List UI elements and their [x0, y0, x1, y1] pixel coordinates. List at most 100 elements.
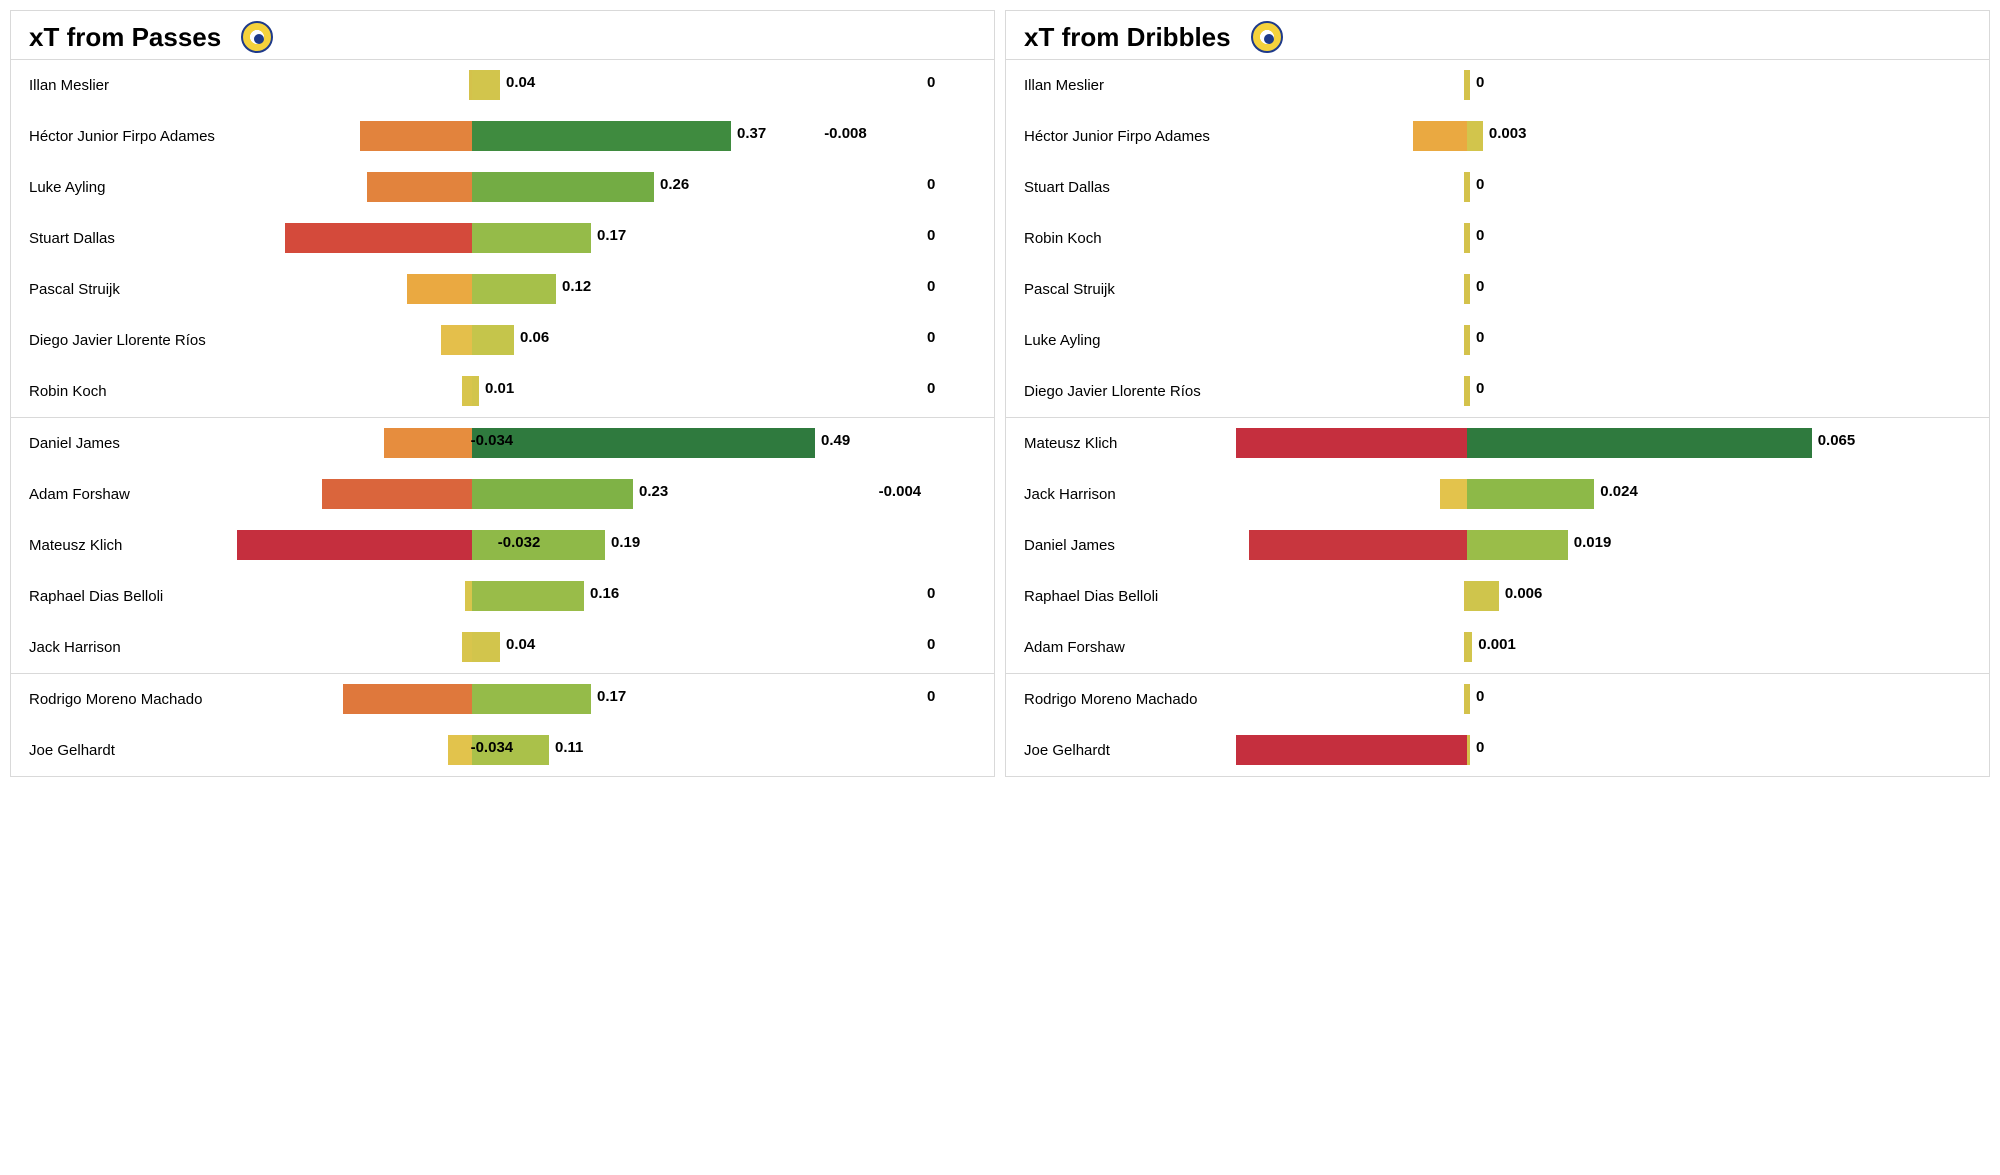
- player-row: Luke Ayling00: [1006, 315, 1989, 366]
- chart-title: xT from Passes: [11, 11, 994, 59]
- bar-area: -0.0020.16: [234, 571, 994, 622]
- bar-area: -0.0340: [1229, 725, 1989, 776]
- pos-bar: [1467, 223, 1470, 253]
- pos-value-label: 0: [1476, 227, 1484, 244]
- neg-value-label: -0.031: [0, 176, 361, 193]
- pos-bar: [1467, 172, 1470, 202]
- bar-area: -0.0030.01: [234, 366, 994, 417]
- neg-bar: [462, 632, 472, 662]
- pos-value-label: 0: [1476, 739, 1484, 756]
- neg-value-label: 0: [927, 176, 1458, 193]
- pos-value-label: 0.37: [737, 125, 766, 142]
- pos-bar: [472, 479, 633, 509]
- neg-bar: [1413, 121, 1467, 151]
- neg-value-label: -0.002: [0, 585, 459, 602]
- row-group: Illan Meslier00.04Héctor Junior Firpo Ad…: [11, 59, 994, 417]
- bar-area: 00: [1229, 162, 1989, 213]
- pos-value-label: 0.12: [562, 278, 591, 295]
- player-row: Rodrigo Moreno Machado00: [1006, 674, 1989, 725]
- pos-bar: [1467, 325, 1470, 355]
- pos-value-label: 0: [1476, 278, 1484, 295]
- neg-bar: [322, 479, 472, 509]
- neg-value-label: 0: [927, 278, 1458, 295]
- neg-bar: [1236, 735, 1467, 765]
- chart: xT from Dribbles Illan Meslier00Héctor Ju…: [1005, 10, 1990, 777]
- team-badge-icon: [241, 21, 273, 53]
- pos-bar: [1467, 121, 1483, 151]
- bar-area: -0.0340.065: [1229, 418, 1989, 469]
- player-row: Daniel James-0.0320.019: [1006, 520, 1989, 571]
- pos-bar: [472, 172, 654, 202]
- pos-value-label: 0.024: [1600, 483, 1638, 500]
- player-row: Robin Koch-0.0030.01: [11, 366, 994, 417]
- player-row: Diego Javier Llorente Ríos-0.0090.06: [11, 315, 994, 366]
- pos-value-label: 0.04: [506, 74, 535, 91]
- player-row: Raphael Dias Belloli-0.0020.16: [11, 571, 994, 622]
- pos-bar: [1467, 70, 1470, 100]
- chart-title-text: xT from Dribbles: [1024, 22, 1231, 53]
- player-row: Stuart Dallas-0.0550.17: [11, 213, 994, 264]
- neg-bar: [367, 172, 472, 202]
- neg-value-label: -0.034: [471, 432, 1230, 449]
- player-row: Adam Forshaw00.001: [1006, 622, 1989, 673]
- player-row: Pascal Struijk00: [1006, 264, 1989, 315]
- bar-area: -0.0550.17: [234, 213, 994, 264]
- chart-title-text: xT from Passes: [29, 22, 221, 53]
- neg-value-label: -0.003: [0, 636, 456, 653]
- player-row: Jack Harrison-0.0040.024: [1006, 469, 1989, 520]
- pos-value-label: 0: [1476, 176, 1484, 193]
- pos-bar: [472, 581, 584, 611]
- player-row: Adam Forshaw-0.0440.23: [11, 469, 994, 520]
- pos-value-label: 0: [1476, 688, 1484, 705]
- pos-value-label: 0.019: [1574, 534, 1612, 551]
- bar-area: 00.001: [1229, 622, 1989, 673]
- player-row: Rodrigo Moreno Machado-0.0380.17: [11, 674, 994, 725]
- pos-value-label: 0.001: [1478, 636, 1516, 653]
- pos-value-label: 0.26: [660, 176, 689, 193]
- neg-value-label: -0.003: [0, 380, 456, 397]
- pos-bar: [1467, 428, 1812, 458]
- neg-bar: [1236, 428, 1467, 458]
- neg-value-label: 0: [927, 74, 1458, 91]
- bar-area: 00: [1229, 366, 1989, 417]
- team-badge-icon: [1251, 21, 1283, 53]
- neg-value-label: 0: [927, 227, 1458, 244]
- neg-value-label: 0: [0, 74, 463, 91]
- row-group: Illan Meslier00Héctor Junior Firpo Adame…: [1006, 59, 1989, 417]
- neg-value-label: -0.032: [498, 534, 1244, 551]
- pos-bar: [1467, 684, 1470, 714]
- player-row: Héctor Junior Firpo Adames-0.0080.003: [1006, 111, 1989, 162]
- pos-value-label: 0.065: [1818, 432, 1856, 449]
- neg-bar: [343, 684, 472, 714]
- neg-bar: [285, 223, 472, 253]
- player-row: Pascal Struijk-0.0190.12: [11, 264, 994, 315]
- pos-bar: [472, 325, 514, 355]
- pos-bar: [472, 223, 591, 253]
- neg-value-label: -0.055: [0, 227, 279, 244]
- bar-area: 00: [1229, 264, 1989, 315]
- pos-value-label: 0.006: [1505, 585, 1543, 602]
- bar-area: 00: [1229, 315, 1989, 366]
- neg-bar: [384, 428, 472, 458]
- bar-area: -0.0310.26: [234, 162, 994, 213]
- pos-value-label: 0.17: [597, 688, 626, 705]
- neg-value-label: 0: [927, 585, 1458, 602]
- neg-value-label: -0.019: [0, 278, 401, 295]
- player-row: Joe Gelhardt-0.0340: [1006, 725, 1989, 776]
- pos-value-label: 0: [1476, 329, 1484, 346]
- neg-value-label: -0.034: [471, 739, 1230, 756]
- neg-bar: [462, 376, 472, 406]
- row-group: Rodrigo Moreno Machado-0.0380.17Joe Gelh…: [11, 673, 994, 776]
- neg-value-label: 0: [927, 380, 1458, 397]
- player-row: Robin Koch00: [1006, 213, 1989, 264]
- bar-area: -0.0090.06: [234, 315, 994, 366]
- bar-area: 00: [1229, 213, 1989, 264]
- row-group: Rodrigo Moreno Machado00Joe Gelhardt-0.0…: [1006, 673, 1989, 776]
- player-row: Illan Meslier00: [1006, 60, 1989, 111]
- pos-value-label: 0.17: [597, 227, 626, 244]
- neg-value-label: -0.044: [0, 483, 316, 500]
- pos-bar: [1467, 530, 1568, 560]
- bar-area: 00: [1229, 60, 1989, 111]
- bar-area: -0.0030.04: [234, 622, 994, 673]
- neg-value-label: -0.069: [0, 534, 231, 551]
